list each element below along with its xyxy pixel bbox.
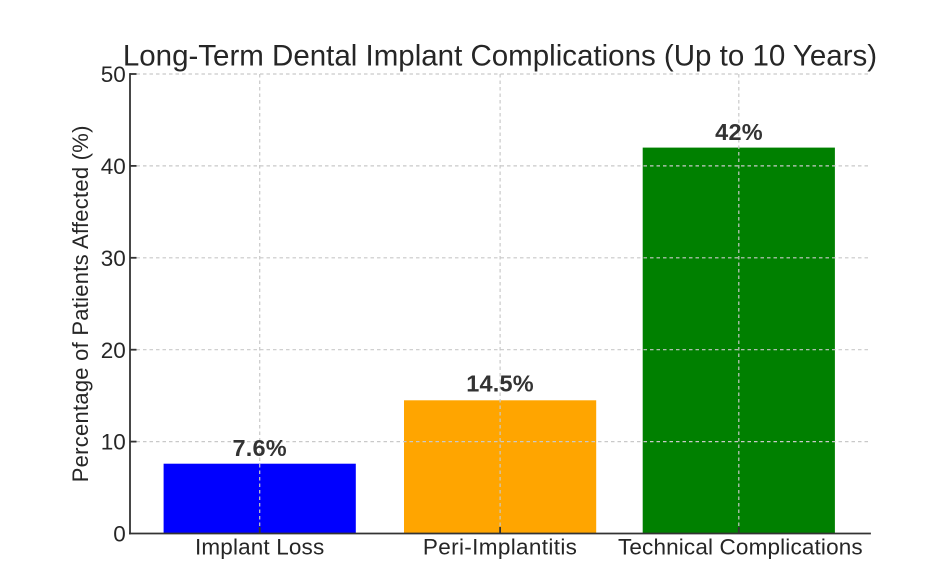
svg-text:0: 0 <box>113 522 126 547</box>
svg-text:14.5%: 14.5% <box>466 371 534 397</box>
svg-text:Long-Term Dental Implant Compl: Long-Term Dental Implant Complications (… <box>123 40 877 73</box>
svg-text:20: 20 <box>101 338 126 363</box>
svg-text:30: 30 <box>101 246 126 271</box>
svg-text:Technical Complications: Technical Complications <box>618 534 863 559</box>
svg-text:Implant Loss: Implant Loss <box>195 534 324 559</box>
svg-text:Percentage of Patients Affecte: Percentage of Patients Affected (%) <box>68 125 93 482</box>
svg-text:7.6%: 7.6% <box>233 435 287 461</box>
svg-text:42%: 42% <box>715 119 763 145</box>
svg-text:10: 10 <box>101 430 126 455</box>
svg-text:Peri-Implantitis: Peri-Implantitis <box>423 534 577 559</box>
svg-text:40: 40 <box>101 154 126 179</box>
svg-text:50: 50 <box>101 62 126 87</box>
